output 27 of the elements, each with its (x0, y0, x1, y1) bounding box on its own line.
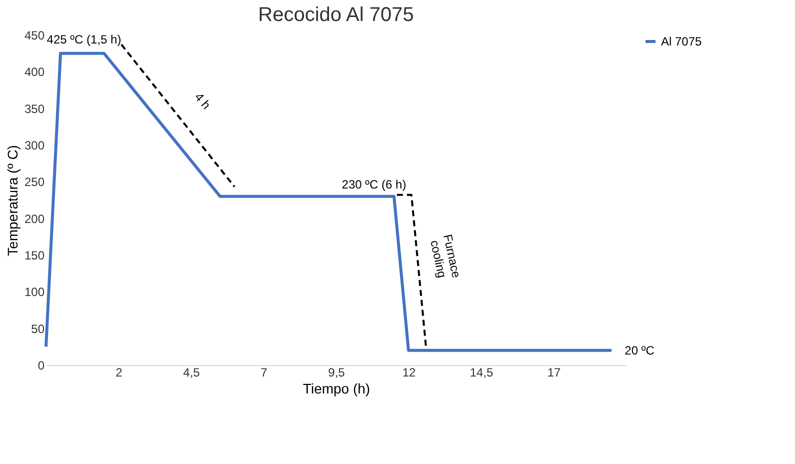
y-axis-title: Temperatura (º C) (4, 145, 20, 256)
y-tick-label: 450 (24, 28, 45, 42)
x-tick-label: 9,5 (328, 366, 346, 380)
x-tick-label: 2 (116, 366, 123, 380)
chart-title: Recocido Al 7075 (258, 4, 414, 26)
legend-label: Al 7075 (661, 34, 702, 48)
y-tick-label: 350 (24, 102, 45, 116)
annotation: Furnace cooling (428, 233, 464, 280)
y-tick-label: 400 (24, 65, 45, 80)
y-tick-label: 250 (24, 175, 45, 190)
x-tick-label: 12 (402, 366, 416, 380)
x-tick-label: 14,5 (470, 366, 494, 380)
y-tick-label: 0 (38, 358, 45, 372)
y-tick-label: 300 (24, 138, 45, 152)
x-axis-title: Tiempo (h) (302, 380, 370, 396)
x-tick-label: 4,5 (183, 366, 200, 380)
line-series (44, 52, 613, 352)
y-tick-label: 50 (31, 322, 45, 336)
x-tick-label: 7 (260, 366, 268, 380)
annotation: 4 h (192, 90, 214, 112)
y-tick-label: 200 (24, 212, 45, 226)
y-tick-label: 100 (24, 285, 45, 300)
annotation: 230 ºC (6 h) (342, 177, 406, 192)
annotation: 425 ºC (1,5 h) (46, 32, 122, 46)
x-tick-label: 17 (547, 366, 561, 380)
y-tick-label: 150 (24, 248, 45, 262)
annotation: 20 ºC (624, 343, 655, 358)
